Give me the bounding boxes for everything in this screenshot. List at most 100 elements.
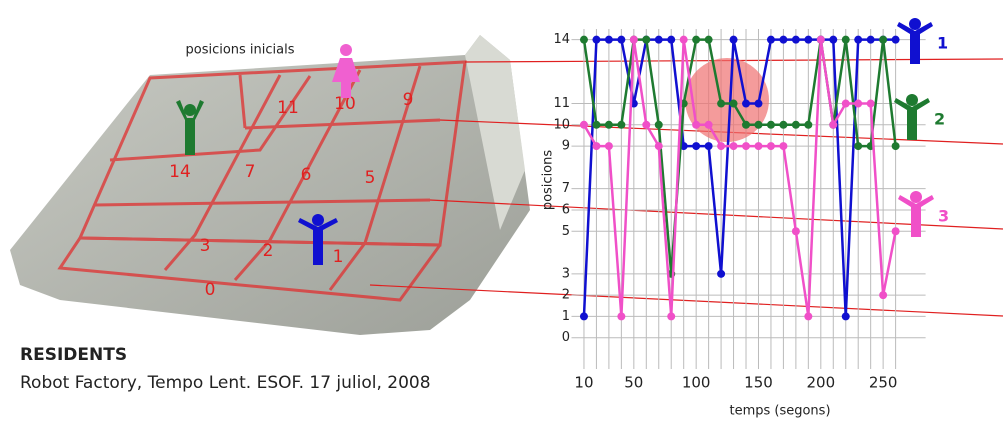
subtitle: Robot Factory, Tempo Lent. ESOF. 17 juli… bbox=[20, 373, 431, 393]
data-point bbox=[617, 121, 625, 129]
data-point bbox=[592, 36, 600, 44]
data-point bbox=[892, 142, 900, 150]
data-point bbox=[829, 121, 837, 129]
x-tick-label: 150 bbox=[744, 374, 773, 392]
legend-figure bbox=[894, 94, 930, 140]
y-tick-label: 5 bbox=[562, 224, 570, 239]
zone-label: 0 bbox=[205, 280, 216, 300]
data-point bbox=[692, 142, 700, 150]
legend-label: 1 bbox=[937, 34, 948, 53]
y-tick-label: 14 bbox=[553, 32, 570, 47]
x-tick-label: 50 bbox=[624, 374, 643, 392]
data-point bbox=[892, 227, 900, 235]
data-point bbox=[779, 36, 787, 44]
y-tick-label: 10 bbox=[553, 117, 570, 132]
data-point bbox=[817, 36, 825, 44]
data-point bbox=[705, 142, 713, 150]
data-point bbox=[742, 142, 750, 150]
data-point bbox=[617, 36, 625, 44]
figure-part bbox=[909, 18, 921, 30]
x-tick-label: 200 bbox=[806, 374, 835, 392]
y-tick-label: 3 bbox=[562, 266, 570, 281]
figure-part bbox=[906, 94, 918, 106]
zone-label: 3 bbox=[200, 236, 211, 256]
x-tick-label: 250 bbox=[869, 374, 898, 392]
data-point bbox=[605, 142, 613, 150]
data-point bbox=[754, 100, 762, 108]
data-point bbox=[592, 121, 600, 129]
y-axis-label: posicions bbox=[541, 150, 556, 211]
data-point bbox=[642, 121, 650, 129]
y-tick-label: 6 bbox=[562, 202, 570, 217]
data-point bbox=[754, 142, 762, 150]
data-point bbox=[804, 121, 812, 129]
data-point bbox=[592, 142, 600, 150]
figure-part bbox=[910, 191, 922, 203]
zone-label: 11 bbox=[277, 98, 299, 118]
data-point bbox=[779, 121, 787, 129]
data-point bbox=[580, 312, 588, 320]
zone-label: 14 bbox=[169, 162, 191, 182]
y-tick-label: 0 bbox=[562, 330, 570, 345]
data-point bbox=[717, 142, 725, 150]
data-point bbox=[580, 121, 588, 129]
data-point bbox=[892, 36, 900, 44]
data-point bbox=[642, 36, 650, 44]
y-tick-label: 11 bbox=[553, 96, 570, 111]
data-point bbox=[767, 142, 775, 150]
data-point bbox=[692, 121, 700, 129]
data-point bbox=[667, 36, 675, 44]
data-point bbox=[792, 121, 800, 129]
legend-figure bbox=[898, 191, 934, 237]
data-point bbox=[655, 142, 663, 150]
legend-label: 3 bbox=[938, 207, 949, 226]
zone-label: 1 bbox=[333, 247, 344, 267]
data-point bbox=[867, 36, 875, 44]
data-point bbox=[829, 36, 837, 44]
data-point bbox=[730, 142, 738, 150]
data-point bbox=[754, 121, 762, 129]
data-point bbox=[842, 312, 850, 320]
data-point bbox=[842, 36, 850, 44]
highlight bbox=[685, 58, 769, 142]
data-point bbox=[742, 100, 750, 108]
y-tick-label: 2 bbox=[562, 288, 570, 303]
data-point bbox=[792, 227, 800, 235]
legend-figure bbox=[897, 18, 933, 64]
data-point bbox=[792, 36, 800, 44]
data-point bbox=[605, 121, 613, 129]
zone-label: 5 bbox=[365, 168, 376, 188]
data-point bbox=[854, 100, 862, 108]
photo: 11 10 9 14 7 6 5 3 2 1 0 posicions inici… bbox=[10, 35, 1003, 335]
data-point bbox=[667, 312, 675, 320]
data-point bbox=[655, 121, 663, 129]
data-point bbox=[717, 270, 725, 278]
x-axis-label: temps (segons) bbox=[729, 404, 830, 419]
y-tick-label: 1 bbox=[562, 309, 570, 324]
x-tick-label: 100 bbox=[682, 374, 711, 392]
data-point bbox=[779, 142, 787, 150]
data-point bbox=[717, 100, 725, 108]
zone-label: 2 bbox=[263, 241, 274, 261]
photo-caption: posicions inicials bbox=[185, 43, 294, 58]
page: 11 10 9 14 7 6 5 3 2 1 0 posicions inici… bbox=[0, 0, 1003, 420]
data-point bbox=[605, 36, 613, 44]
data-point bbox=[742, 121, 750, 129]
data-point bbox=[854, 36, 862, 44]
data-point bbox=[867, 100, 875, 108]
data-point bbox=[854, 142, 862, 150]
title: RESIDENTS bbox=[20, 345, 127, 365]
data-point bbox=[879, 291, 887, 299]
data-point bbox=[730, 100, 738, 108]
data-point bbox=[692, 36, 700, 44]
data-point bbox=[767, 121, 775, 129]
data-point bbox=[879, 36, 887, 44]
data-point bbox=[804, 36, 812, 44]
x-tick-label: 10 bbox=[574, 374, 593, 392]
data-point bbox=[580, 36, 588, 44]
data-point bbox=[842, 100, 850, 108]
data-point bbox=[617, 312, 625, 320]
data-point bbox=[630, 36, 638, 44]
data-point bbox=[730, 36, 738, 44]
y-tick-label: 9 bbox=[562, 139, 570, 154]
